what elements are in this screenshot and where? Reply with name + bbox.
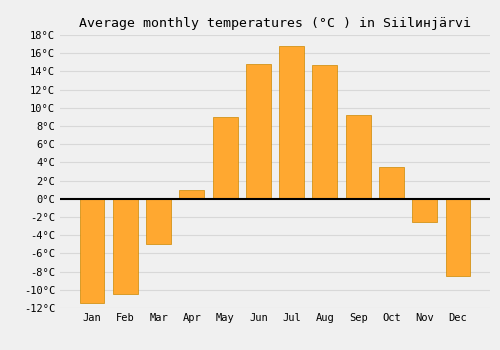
Bar [113, 199, 138, 294]
Bar [180, 190, 204, 199]
Bar [80, 199, 104, 303]
Bar [246, 64, 271, 199]
Title: Average monthly temperatures (°C ) in Siilинjärvi: Average monthly temperatures (°C ) in Si… [79, 17, 471, 30]
Bar [312, 65, 338, 199]
Bar [379, 167, 404, 199]
Bar [346, 115, 370, 199]
Bar [446, 199, 470, 276]
Bar [412, 199, 437, 222]
Bar [212, 117, 238, 199]
Bar [279, 46, 304, 199]
Bar [146, 199, 171, 244]
